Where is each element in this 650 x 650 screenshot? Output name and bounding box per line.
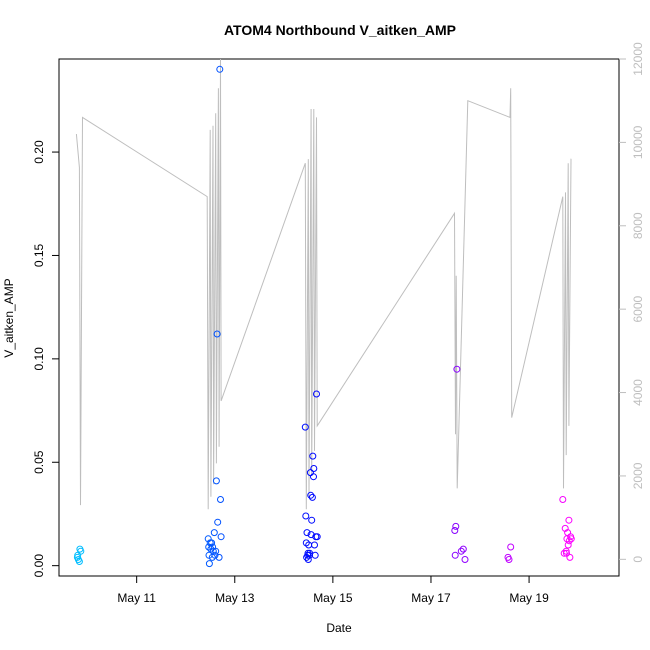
data-point — [301, 423, 309, 431]
scatter-points — [73, 65, 575, 568]
data-point — [563, 549, 570, 557]
data-point — [451, 527, 459, 534]
data-point — [75, 558, 83, 565]
y-right-tick-label: 0 — [631, 556, 645, 563]
data-point — [211, 551, 219, 559]
data-point — [507, 543, 515, 551]
data-point — [217, 496, 224, 503]
data-point — [461, 556, 469, 563]
y-tick-label: 0.10 — [32, 347, 46, 371]
x-axis: May 11 May 13 May 15 May 17 May 19 — [117, 576, 549, 605]
y-axis-right: 0 2000 4000 6000 8000 10000 12000 — [619, 42, 645, 563]
data-point — [308, 516, 316, 524]
data-point — [307, 491, 315, 499]
data-point — [565, 537, 573, 545]
line-series-path — [75, 58, 572, 510]
y-right-tick-label: 10000 — [631, 125, 645, 159]
data-point — [313, 390, 320, 398]
data-point — [308, 493, 316, 501]
y-tick-label: 0.20 — [32, 140, 46, 164]
data-point — [212, 477, 220, 485]
data-point — [565, 516, 573, 524]
data-point — [457, 547, 465, 555]
data-point — [560, 549, 568, 557]
data-point — [309, 452, 317, 460]
data-point — [217, 533, 225, 541]
data-point — [302, 512, 310, 520]
data-point — [215, 553, 223, 561]
x-tick-label: May 19 — [509, 591, 549, 605]
data-point — [205, 560, 213, 568]
data-point — [310, 465, 318, 472]
y-tick-label: 0.15 — [32, 243, 46, 267]
y-right-tick-label: 8000 — [631, 212, 645, 239]
data-point — [311, 541, 318, 549]
data-point — [306, 469, 314, 477]
chart-title: ATOM4 Northbound V_aitken_AMP — [224, 22, 456, 38]
x-tick-label: May 11 — [117, 591, 156, 605]
data-point — [459, 545, 467, 553]
data-point — [212, 547, 220, 555]
x-tick-label: May 15 — [313, 591, 353, 605]
data-point — [452, 522, 460, 530]
data-point — [210, 529, 218, 537]
data-point — [566, 553, 574, 561]
data-point — [505, 556, 513, 563]
right-axis-line-series — [75, 58, 572, 510]
data-point — [216, 65, 224, 73]
y-right-tick-label: 6000 — [631, 295, 645, 322]
y-right-tick-label: 12000 — [631, 42, 645, 76]
data-point — [453, 365, 461, 373]
y-right-tick-label: 4000 — [631, 379, 645, 406]
data-point — [306, 549, 314, 557]
y-tick-label: 0.05 — [32, 450, 46, 474]
data-point — [209, 547, 217, 555]
x-tick-label: May 17 — [411, 591, 451, 605]
y-axis-left: 0.00 0.05 0.10 0.15 0.20 — [32, 140, 59, 577]
x-axis-label: Date — [326, 621, 352, 635]
data-point — [214, 518, 222, 526]
y-right-tick-label: 2000 — [631, 462, 645, 489]
data-point — [213, 330, 221, 338]
data-point — [208, 539, 216, 547]
data-point — [564, 541, 572, 549]
data-point — [451, 551, 459, 559]
data-point — [559, 496, 567, 503]
data-point — [77, 547, 85, 555]
plot-frame — [58, 58, 620, 577]
y-axis-label: V_aitken_AMP — [2, 278, 16, 357]
data-point — [204, 535, 212, 543]
x-tick-label: May 13 — [215, 591, 255, 605]
data-point — [310, 473, 317, 481]
data-point — [567, 535, 575, 543]
data-point — [74, 551, 82, 559]
data-point — [313, 533, 321, 541]
data-point — [303, 529, 311, 537]
y-tick-label: 0.00 — [32, 554, 46, 578]
